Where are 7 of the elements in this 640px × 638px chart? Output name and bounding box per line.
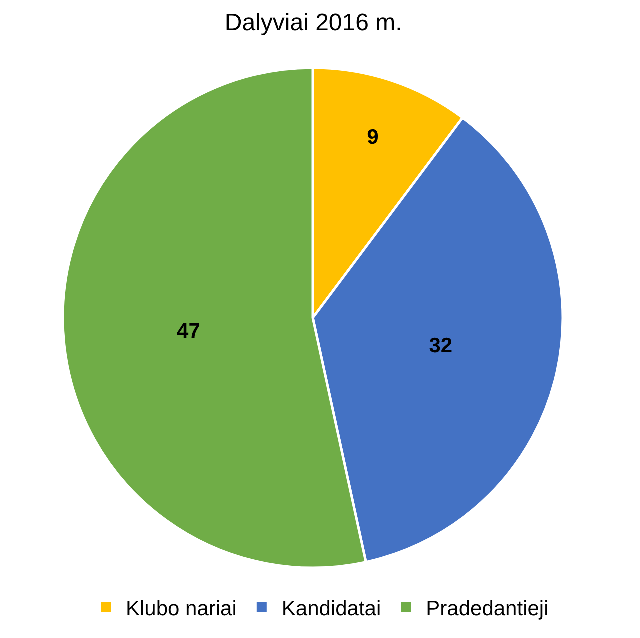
legend-label: Kandidatai — [282, 597, 382, 620]
legend-label: Klubo nariai — [126, 597, 237, 620]
chart-title: Dalyviai 2016 m. — [224, 9, 402, 36]
data-label: 32 — [429, 334, 453, 358]
data-label: 9 — [367, 126, 379, 150]
legend-label: Pradedantieji — [426, 597, 549, 620]
data-label: 47 — [177, 320, 200, 343]
